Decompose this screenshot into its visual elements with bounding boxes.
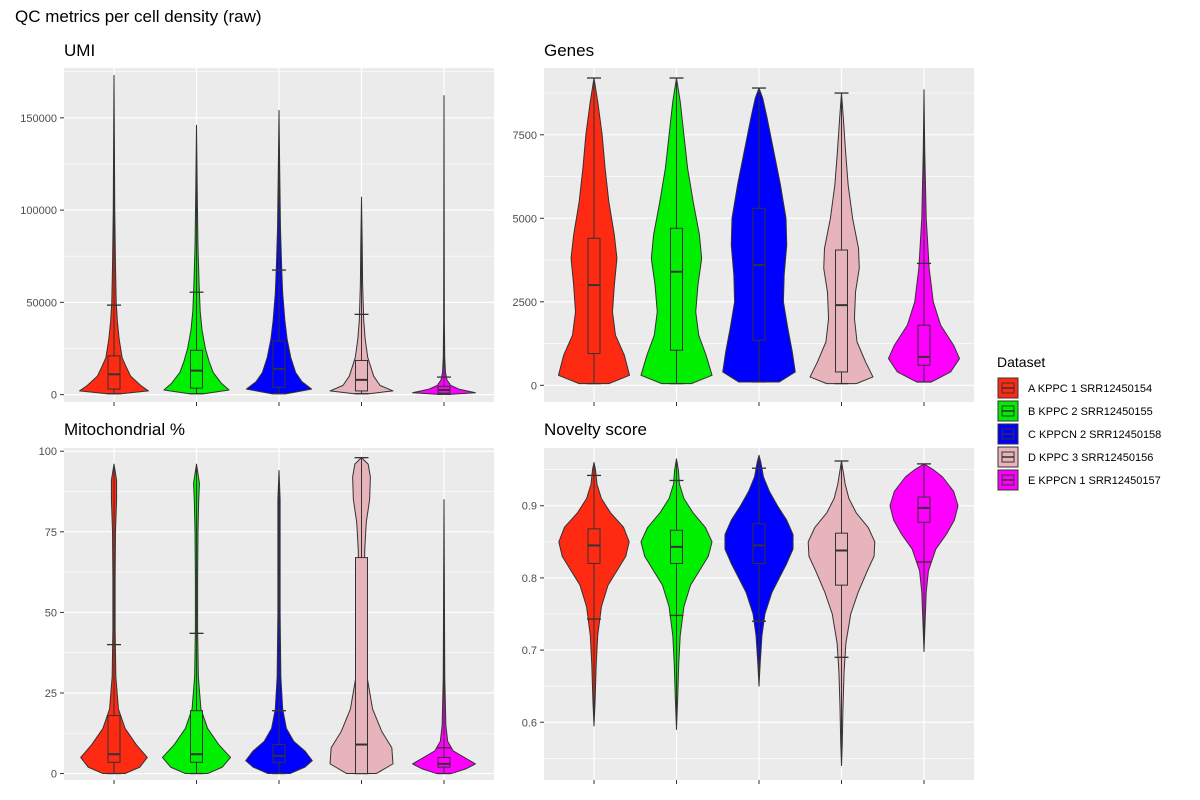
violin-group: [558, 461, 630, 727]
y-tick-label: 75: [45, 527, 57, 539]
box: [917, 496, 931, 523]
legend-item: A KPPC 1 SRR12450154: [997, 377, 1152, 399]
panel-title: Genes: [544, 41, 594, 60]
legend-item: C KPPCN 2 SRR12450158: [997, 423, 1161, 445]
violin-group: [245, 109, 313, 395]
panel-title: UMI: [64, 41, 95, 60]
violin-group: [245, 470, 313, 775]
legend: Dataset A KPPC 1 SRR12450154 B KPPC 2 SRR…: [997, 354, 1161, 491]
violin-group: [329, 196, 394, 395]
box: [587, 237, 601, 355]
legend-title: Dataset: [997, 354, 1045, 370]
violin-group: [887, 89, 961, 383]
violin-group: [807, 460, 876, 767]
y-tick-label: 25: [45, 688, 57, 700]
legend-label: A KPPC 1 SRR12450154: [1028, 383, 1152, 395]
violin-group: [722, 87, 796, 383]
y-tick-label: 0: [51, 769, 57, 781]
y-tick-label: 2500: [513, 297, 537, 309]
panels: UMI 0 50000 100000 150000 Genes 0 2500 5000 7500 M…: [20, 41, 974, 784]
box: [835, 532, 848, 586]
panel-2: Mitochondrial % 0 25 50 75 100: [39, 420, 494, 784]
y-tick-label: 150000: [20, 113, 57, 125]
legend-label: B KPPC 2 SRR12450155: [1028, 406, 1153, 418]
violin-group: [809, 92, 874, 385]
y-tick-label: 0.7: [522, 645, 537, 657]
violin-group: [640, 458, 713, 730]
box: [107, 355, 121, 390]
box: [107, 715, 121, 763]
violin-group: [80, 463, 148, 775]
violin-group: [889, 463, 959, 653]
violin-group: [329, 457, 394, 775]
y-tick-label: 0: [531, 380, 537, 392]
violin-group: [412, 499, 476, 775]
box: [190, 349, 203, 389]
y-tick-label: 0.9: [522, 501, 537, 513]
panel-title: Novelty score: [544, 420, 647, 439]
box: [752, 523, 766, 564]
violin-group: [79, 74, 149, 395]
violin-group: [161, 463, 232, 775]
y-tick-label: 7500: [513, 130, 537, 142]
figure-title: QC metrics per cell density (raw): [15, 7, 262, 26]
y-tick-label: 0.6: [522, 717, 537, 729]
panel-1: Genes 0 2500 5000 7500: [513, 41, 974, 406]
legend-item: B KPPC 2 SRR12450155: [997, 400, 1153, 422]
panel-3: Novelty score 0.6 0.7 0.8 0.9: [522, 420, 974, 784]
box: [190, 710, 203, 763]
y-tick-label: 0.8: [522, 573, 537, 585]
box: [752, 207, 766, 341]
violin-group: [163, 124, 230, 395]
box: [355, 557, 368, 775]
box: [835, 249, 848, 373]
y-tick-label: 5000: [513, 213, 537, 225]
legend-label: D KPPC 3 SRR12450156: [1028, 452, 1153, 464]
y-tick-label: 100: [39, 446, 57, 458]
panel-title: Mitochondrial %: [64, 420, 185, 439]
violin-group: [412, 95, 476, 395]
box: [437, 756, 451, 768]
box: [355, 359, 368, 392]
box: [917, 324, 931, 366]
legend-item: D KPPC 3 SRR12450156: [997, 446, 1153, 468]
y-tick-label: 50000: [26, 297, 57, 309]
box: [670, 227, 683, 351]
y-tick-label: 0: [51, 390, 57, 402]
panel-0: UMI 0 50000 100000 150000: [20, 41, 494, 406]
box: [272, 744, 286, 763]
box: [272, 340, 286, 388]
legend-label: E KPPCN 1 SRR12450157: [1028, 475, 1161, 487]
legend-label: C KPPCN 2 SRR12450158: [1028, 429, 1161, 441]
violin-group: [640, 77, 713, 385]
y-tick-label: 50: [45, 607, 57, 619]
legend-item: E KPPCN 1 SRR12450157: [997, 469, 1161, 491]
violin-group: [724, 454, 794, 687]
violin-group: [557, 77, 631, 385]
y-tick-label: 100000: [20, 205, 57, 217]
